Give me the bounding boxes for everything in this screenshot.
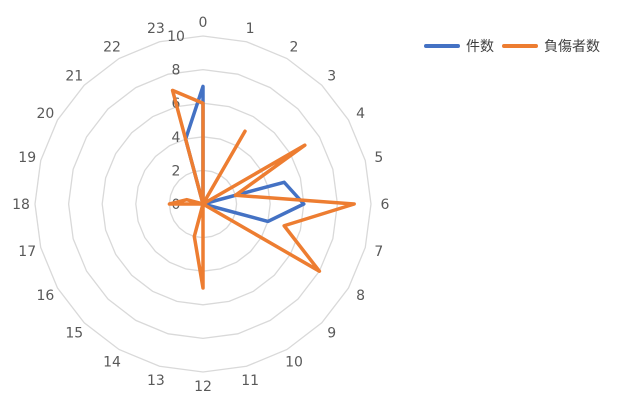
category-label: 16 (36, 288, 54, 304)
legend-swatch-series-2 (502, 44, 538, 48)
category-label: 19 (18, 150, 36, 166)
series-line-2 (167, 88, 356, 290)
radial-tick-label: 2 (172, 163, 181, 179)
category-label: 18 (12, 197, 30, 213)
grid-ring (67, 68, 339, 340)
legend-item-series-2: 負傷者数 (502, 36, 600, 56)
category-label: 20 (36, 106, 54, 122)
category-label: 17 (18, 244, 36, 260)
category-label: 13 (147, 373, 165, 389)
legend-label-series-1: 件数 (466, 39, 494, 55)
grid-ring (34, 35, 372, 373)
category-label: 23 (147, 21, 165, 37)
category-label: 15 (65, 326, 83, 342)
category-label: 2 (290, 39, 299, 55)
category-label: 1 (246, 21, 255, 37)
legend-label-series-2: 負傷者数 (544, 39, 600, 55)
category-label: 21 (65, 68, 83, 84)
category-label: 0 (199, 15, 208, 31)
category-label: 11 (241, 373, 259, 389)
category-label: 4 (356, 106, 365, 122)
series-lines (167, 84, 356, 290)
legend-item-series-1: 件数 (424, 36, 494, 56)
category-label: 7 (374, 244, 383, 260)
category-label: 3 (327, 68, 336, 84)
category-label: 22 (103, 39, 121, 55)
category-label: 14 (103, 355, 121, 371)
legend: 件数 負傷者数 (424, 36, 608, 56)
radial-tick-label: 4 (172, 130, 181, 146)
category-label: 5 (374, 150, 383, 166)
category-label: 6 (381, 197, 390, 213)
category-label: 10 (285, 355, 303, 371)
category-label: 8 (356, 288, 365, 304)
category-label: 9 (327, 326, 336, 342)
radial-tick-label: 10 (167, 29, 185, 45)
category-label: 12 (194, 379, 212, 395)
legend-swatch-series-1 (424, 44, 460, 48)
radial-tick-label: 8 (172, 63, 181, 79)
